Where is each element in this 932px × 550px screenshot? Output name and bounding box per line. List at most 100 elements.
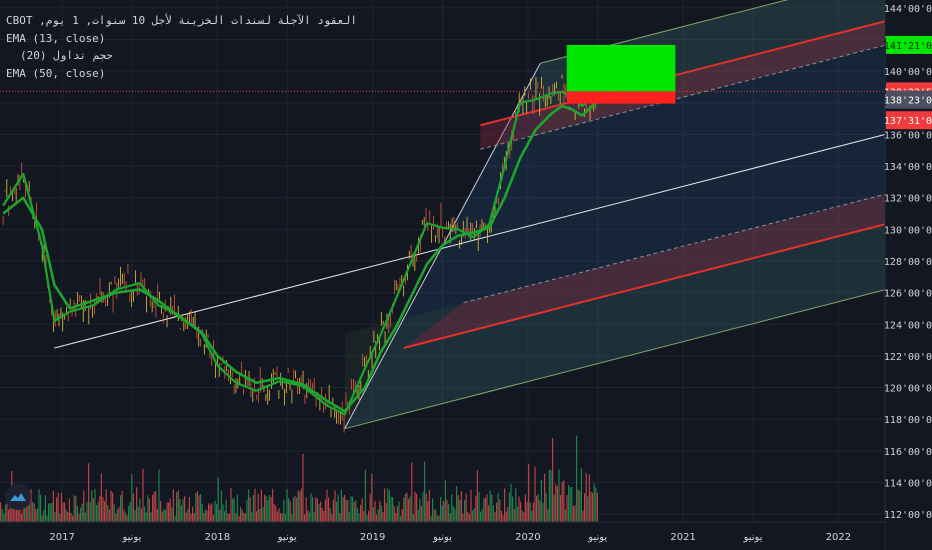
volume-bar <box>288 498 290 522</box>
volume-bar <box>163 509 165 522</box>
volume-bar <box>131 473 133 522</box>
volume-bar <box>409 496 411 522</box>
volume-bar <box>57 492 59 522</box>
volume-bar <box>480 511 482 522</box>
volume-bar <box>496 502 498 522</box>
volume-bar <box>433 509 435 522</box>
volume-bar <box>283 499 285 522</box>
upper-red-band <box>480 21 885 150</box>
time-tick: 2019 <box>360 532 385 543</box>
volume-bar <box>462 513 464 522</box>
volume-bar <box>179 498 181 522</box>
volume-bar <box>76 505 78 522</box>
volume-bar <box>318 503 320 522</box>
volume-bar <box>488 505 490 522</box>
volume-bar <box>326 489 328 522</box>
volume-bar <box>572 506 574 522</box>
volume-bar <box>526 501 528 522</box>
volume-bar <box>38 488 40 522</box>
volume-bar <box>344 494 346 522</box>
volume-bar <box>196 491 198 522</box>
volume-bar <box>430 515 432 522</box>
volume-bar <box>195 493 197 522</box>
upper-red-line <box>480 20 886 127</box>
volume-bar <box>246 500 248 522</box>
volume-bar <box>208 503 210 522</box>
volume-bar <box>91 490 93 522</box>
volume-bar <box>284 513 286 522</box>
volume-legend[interactable]: حجم تداول (20) <box>20 49 113 62</box>
volume-bar <box>9 500 11 522</box>
volume-bar <box>512 496 514 522</box>
volume-bar <box>443 500 445 522</box>
volume-bar <box>475 495 477 522</box>
ema50-legend[interactable]: EMA (50, close) <box>6 66 106 80</box>
volume-bar <box>107 505 109 522</box>
volume-bar <box>264 494 266 522</box>
volume-bar <box>510 483 512 522</box>
volume-bar <box>241 509 243 522</box>
volume-bar <box>204 509 206 522</box>
volume-bar <box>83 490 85 522</box>
time-tick: يونيو <box>432 532 452 543</box>
volume-bar <box>539 500 541 522</box>
volume-bar <box>267 500 269 522</box>
ema13-legend[interactable]: EMA (13, close) <box>6 31 106 45</box>
symbol-title[interactable]: العقود الآجلة لسندات الخزينة لأجل 10 سنو… <box>6 14 358 27</box>
volume-bar <box>524 494 526 522</box>
volume-bar <box>4 504 6 522</box>
volume-bar <box>556 486 558 522</box>
volume-bar <box>553 494 555 522</box>
volume-bar <box>532 502 534 522</box>
volume-bar <box>449 513 451 522</box>
tradingview-logo-icon[interactable] <box>5 484 31 510</box>
volume-bar <box>88 463 90 522</box>
volume-bar <box>580 468 582 522</box>
volume-bar <box>345 499 347 522</box>
volume-bar <box>363 511 365 522</box>
volume-bar <box>369 493 371 522</box>
price-axis[interactable]: 144'00'0142'00'0140'00'0138'00'0136'00'0… <box>884 0 932 550</box>
volume-bar <box>161 511 163 522</box>
volume-bar <box>584 493 586 522</box>
volume-bar <box>275 505 277 522</box>
volume-bar <box>393 506 395 522</box>
volume-bar <box>169 498 171 522</box>
price-tick: 134'00'0 <box>884 162 932 173</box>
volume-bar <box>70 512 72 522</box>
volume-bar <box>152 494 154 522</box>
volume-bar <box>537 494 539 522</box>
volume-bar <box>176 492 178 522</box>
volume-bar <box>147 495 149 522</box>
volume-bar <box>481 508 483 522</box>
volume-bar <box>321 507 323 522</box>
volume-bar <box>217 477 219 522</box>
volume-bar <box>54 511 56 522</box>
volume-bar <box>552 438 554 522</box>
volume-bar <box>313 511 315 522</box>
volume-bar <box>460 491 462 522</box>
volume-bar <box>392 496 394 522</box>
volume-bar <box>356 507 358 522</box>
volume-bar <box>396 506 398 522</box>
time-tick: 2020 <box>515 532 540 543</box>
time-axis[interactable]: 2017 يونيو 2018 يونيو 2019 يونيو 2020 يونيو 2021… <box>0 521 885 550</box>
volume-bar <box>476 470 478 522</box>
volume-bar <box>384 488 386 522</box>
volume-bar <box>35 509 37 522</box>
volume-bar <box>406 492 408 522</box>
volume-bar <box>401 509 403 522</box>
volume-bar <box>470 489 472 522</box>
volume-bar <box>256 511 258 522</box>
volume-bar <box>214 500 216 522</box>
volume-bar <box>483 498 485 522</box>
volume-bar <box>486 494 488 522</box>
ema-line <box>2 100 599 413</box>
volume-bar <box>376 514 378 522</box>
volume-bar <box>40 495 42 522</box>
volume-bar <box>412 514 414 522</box>
long-position-tool[interactable] <box>0 44 885 104</box>
volume-bar <box>542 503 544 522</box>
volume-bar <box>20 513 22 522</box>
